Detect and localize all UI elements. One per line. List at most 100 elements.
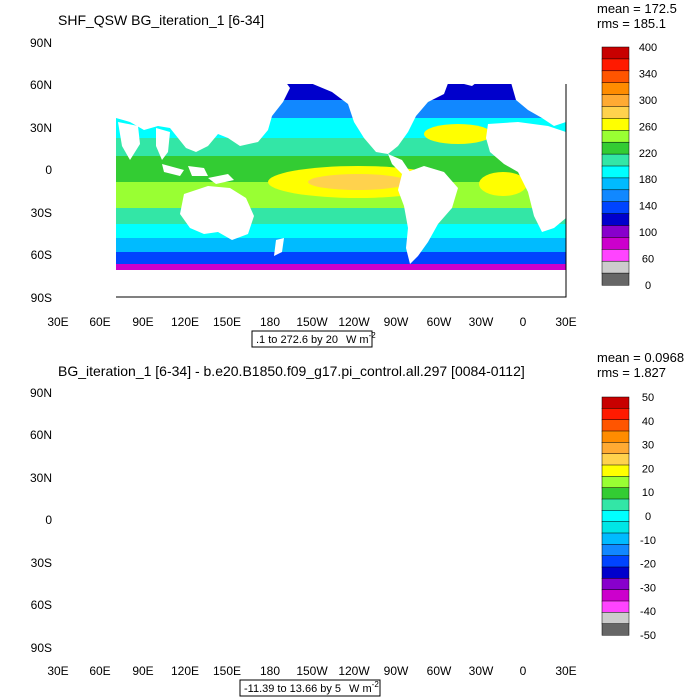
colorbar-swatch: [601, 94, 630, 108]
colorbar-label: 100: [639, 227, 657, 239]
colorbar-swatch: [601, 118, 630, 131]
colorbar-label: -10: [640, 535, 656, 547]
colorbar-label: 10: [642, 487, 654, 499]
colorbar-swatch: [601, 487, 630, 500]
lon-label: 30W: [469, 664, 494, 678]
lon-label: 60W: [427, 315, 452, 329]
colorbar-label: 20: [642, 463, 654, 475]
lat-label: 60N: [30, 78, 52, 92]
colorbar-swatch: [601, 566, 630, 579]
units-text: W m: [349, 683, 372, 695]
units-exponent: -2: [369, 331, 377, 340]
colorbar-swatch: [601, 532, 630, 545]
colorbar-swatch: [601, 623, 630, 636]
panel-2: BG_iteration_1 [6-34] - b.e20.B1850.f09_…: [30, 350, 684, 697]
lon-label: 120E: [171, 664, 199, 678]
lon-label: 30E: [47, 664, 68, 678]
lon-label: 120W: [338, 664, 370, 678]
lat-label: 30S: [31, 556, 52, 570]
units-exponent: -2: [372, 680, 380, 689]
colorbar-swatch: [601, 510, 630, 523]
colorbar-swatch: [601, 106, 630, 119]
colorbar-swatch: [601, 408, 630, 421]
colorbar-label: -40: [640, 606, 656, 618]
colorbar-swatch: [601, 70, 630, 84]
colorbar-swatch: [601, 578, 630, 591]
colorbar-swatch: [601, 612, 630, 625]
panel-2-lon-ticks: 30E 60E 90E 120E 150E 180 150W 120W 90W …: [47, 664, 576, 678]
lat-label: 30S: [31, 206, 52, 220]
colorbar-swatch: [601, 225, 630, 238]
colorbar-swatch: [601, 464, 630, 477]
lon-label: 0: [520, 315, 527, 329]
colorbar-swatch: [601, 521, 630, 534]
lon-label: 90E: [132, 664, 153, 678]
colorbar-swatch: [601, 46, 630, 60]
colorbar-label: 30: [642, 440, 654, 452]
lon-label: 60W: [427, 664, 452, 678]
panel-2-range-box: -11.39 to 13.66 by 5 W m-2: [239, 679, 381, 697]
colorbar-swatch: [601, 442, 630, 455]
panel-1-rms: rms = 185.1: [597, 16, 666, 31]
colorbar-label: 340: [639, 68, 657, 80]
colorbar-swatch: [601, 141, 630, 155]
panel-1-title: SHF_QSW BG_iteration_1 [6-34]: [58, 12, 264, 28]
lon-label: 90W: [384, 664, 409, 678]
colorbar-label: 180: [639, 174, 657, 186]
range-text: .1 to 272.6 by 20: [256, 334, 338, 346]
colorbar-swatch: [601, 555, 630, 568]
lon-label: 30E: [47, 315, 68, 329]
colorbar-swatch: [601, 396, 630, 409]
lon-label: 150W: [296, 664, 328, 678]
lat-label: 0: [45, 513, 52, 527]
panel-2-colorbar: 50 40 30 20 10 0 -10 -20 -30 -40 -50: [601, 392, 656, 642]
lat-label: 60S: [31, 248, 52, 262]
colorbar-label: 50: [642, 392, 654, 404]
panel-2-mean: mean = 0.0968: [597, 350, 684, 365]
lon-label: 30W: [469, 315, 494, 329]
colorbar-swatch: [601, 237, 630, 250]
colorbar-label: 220: [639, 148, 657, 160]
lon-label: 90W: [384, 315, 409, 329]
colorbar-swatch: [601, 82, 630, 96]
lon-label: 60E: [89, 664, 110, 678]
colorbar-label: 260: [639, 121, 657, 133]
lat-label: 90S: [31, 291, 52, 305]
lat-label: 30N: [30, 471, 52, 485]
lon-label: 30E: [555, 664, 576, 678]
panel-2-rms: rms = 1.827: [597, 365, 666, 380]
colorbar-label: 40: [642, 416, 654, 428]
colorbar-swatch: [601, 272, 630, 286]
panel-1: SHF_QSW BG_iteration_1 [6-34] mean = 172…: [30, 1, 677, 348]
lat-label: 30N: [30, 121, 52, 135]
lon-label: 30E: [555, 315, 576, 329]
panel-2-map: [58, 392, 566, 647]
lon-label: 90E: [132, 315, 153, 329]
colorbar-swatch: [601, 58, 630, 72]
lon-label: 150E: [213, 664, 241, 678]
panel-1-mean: mean = 172.5: [597, 1, 677, 16]
lon-label: 180: [260, 664, 280, 678]
panel-2-lat-ticks: 90N 60N 30N 0 30S 60S 90S: [30, 386, 52, 655]
colorbar-swatch: [601, 600, 630, 613]
colorbar-swatch: [601, 419, 630, 432]
colorbar-swatch: [601, 544, 630, 557]
lat-label: 90N: [30, 386, 52, 400]
colorbar-swatch: [601, 453, 630, 466]
colorbar-swatch: [601, 260, 630, 274]
colorbar-swatch: [601, 201, 630, 215]
lon-label: 150E: [213, 315, 241, 329]
lat-label: 60N: [30, 428, 52, 442]
lat-label: 90S: [31, 641, 52, 655]
svg-text:.1 to 272.6 by 20W m-2: .1 to 272.6 by 20 W m-2: [256, 331, 376, 346]
colorbar-label: -30: [640, 582, 656, 594]
panel-1-range-box: .1 to 272.6 by 20 W m-2: [251, 330, 376, 348]
units-text: W m: [346, 334, 369, 346]
lon-label: 150W: [296, 315, 328, 329]
lon-label: 180: [260, 315, 280, 329]
colorbar-swatch: [601, 130, 630, 143]
colorbar-label: -20: [640, 559, 656, 571]
lon-label: 0: [520, 664, 527, 678]
panel-2-title: BG_iteration_1 [6-34] - b.e20.B1850.f09_…: [58, 363, 525, 379]
colorbar-label: -50: [640, 630, 656, 642]
